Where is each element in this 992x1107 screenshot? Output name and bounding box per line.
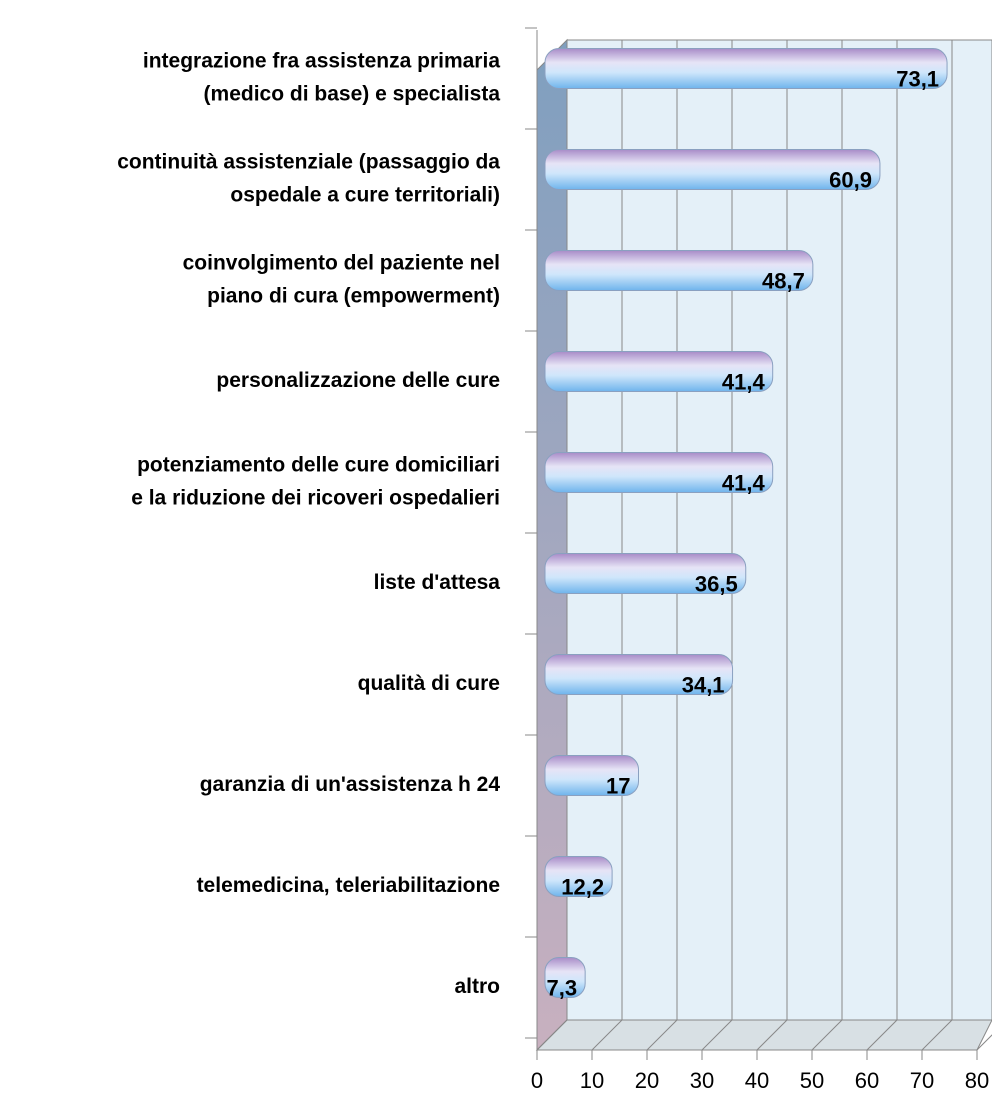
- grid-line: [976, 1034, 992, 1051]
- category-label: potenziamento delle cure domiciliari: [137, 454, 500, 477]
- value-label: 12,2: [561, 874, 604, 899]
- value-label: 34,1: [682, 672, 725, 697]
- bar: [544, 957, 586, 998]
- bar: [544, 250, 814, 291]
- category-label: qualità di cure: [358, 672, 500, 695]
- x-tick-label: 60: [855, 1068, 879, 1093]
- grid-line: [811, 1019, 843, 1051]
- x-tick-label: 70: [910, 1068, 934, 1093]
- value-label: 60,9: [829, 167, 872, 192]
- category-label: coinvolgimento del paziente nel: [183, 252, 500, 275]
- category-label: piano di cura (empowerment): [207, 285, 500, 308]
- x-tick-label: 80: [965, 1068, 989, 1093]
- value-label: 7,3: [547, 975, 578, 1000]
- value-label: 73,1: [896, 66, 939, 91]
- category-label: telemedicina, teleriabilitazione: [197, 874, 500, 897]
- value-label: 41,4: [722, 369, 766, 394]
- bar: [544, 654, 734, 695]
- bar: [544, 755, 639, 796]
- x-tick-label: 10: [580, 1068, 604, 1093]
- category-label: e la riduzione dei ricoveri ospedalieri: [131, 487, 500, 510]
- bar: [544, 452, 774, 493]
- value-label: 48,7: [762, 268, 805, 293]
- value-label: 17: [606, 773, 630, 798]
- grid-line: [921, 1019, 953, 1051]
- x-tick-label: 0: [531, 1068, 543, 1093]
- value-label: 41,4: [722, 470, 766, 495]
- bar: [544, 351, 774, 392]
- x-tick-label: 30: [690, 1068, 714, 1093]
- bar: [544, 553, 747, 594]
- category-label: altro: [454, 975, 500, 998]
- bar: [544, 149, 881, 190]
- grid-line: [866, 1019, 898, 1051]
- grid-line: [591, 1019, 623, 1051]
- grid-line: [701, 1019, 733, 1051]
- x-tick-label: 20: [635, 1068, 659, 1093]
- back-wall: [566, 39, 992, 1021]
- category-label: personalizzazione delle cure: [216, 369, 500, 392]
- floor: [535, 1019, 992, 1051]
- category-label: garanzia di un'assistenza h 24: [200, 773, 501, 796]
- category-label: liste d'attesa: [374, 571, 501, 594]
- grid-line: [756, 1019, 788, 1051]
- grid-line: [536, 1019, 568, 1051]
- category-label: continuità assistenziale (passaggio da: [117, 151, 500, 174]
- value-label: 36,5: [695, 571, 738, 596]
- category-label: ospedale a cure territoriali): [230, 184, 500, 207]
- x-tick-label: 40: [745, 1068, 769, 1093]
- category-label: (medico di base) e specialista: [204, 83, 501, 106]
- bar: [544, 48, 948, 89]
- grid-line: [646, 1019, 678, 1051]
- bar: [544, 856, 613, 897]
- x-tick-label: 50: [800, 1068, 824, 1093]
- category-label: integrazione fra assistenza primaria: [143, 50, 500, 73]
